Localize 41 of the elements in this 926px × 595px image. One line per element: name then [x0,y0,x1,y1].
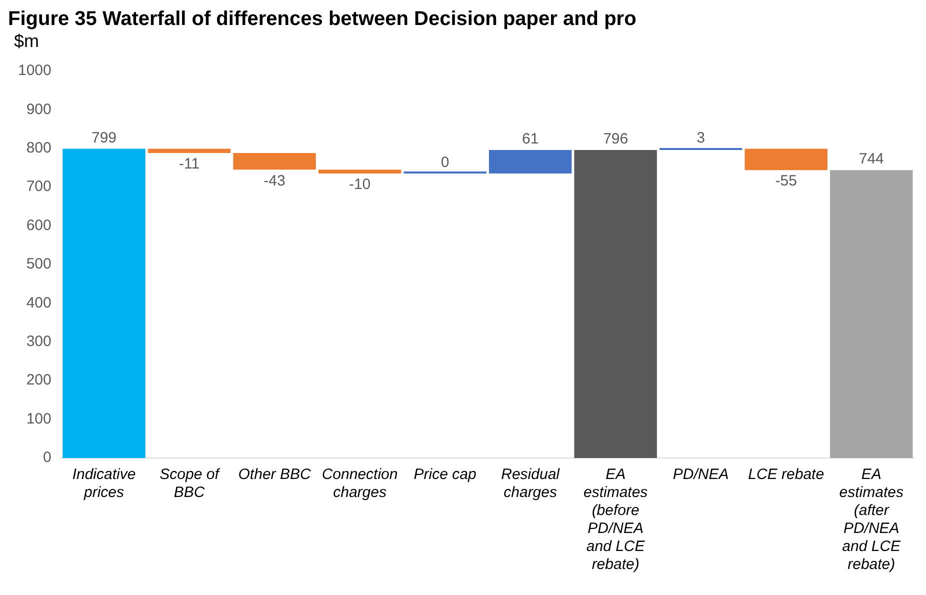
y-tick-label: 500 [26,256,52,273]
bar [318,170,402,174]
bar [233,153,316,170]
data-label: -10 [348,176,371,194]
bar [574,150,657,458]
x-tick-label: PD/NEA [672,466,729,484]
x-tick-label: EA estimates (after PD/NEA and LCE rebate) [839,466,904,574]
x-tick-label: Other BBC [238,466,311,484]
data-label: 799 [91,129,117,146]
bar [148,148,231,154]
data-label: -43 [264,172,286,190]
data-label: 0 [440,154,450,172]
x-tick-label: Connection charges [322,466,398,502]
y-tick-label: 100 [26,410,52,428]
y-tick-label: 900 [26,100,52,118]
data-label: -11 [178,156,200,173]
data-label: -55 [775,172,797,190]
y-tick-label: 400 [26,294,52,312]
y-tick-label: 200 [26,372,52,389]
chart-title: Figure 35 Waterfall of differences between Decision paper and pro [8,8,638,31]
y-tick-label: 700 [26,178,52,196]
y-tick-label: 600 [26,216,52,234]
bar [744,148,828,170]
bar [62,148,146,458]
data-label: 796 [603,130,628,148]
bar [488,150,572,174]
y-tick-label: 1000 [18,62,52,80]
y-axis-title: $m [14,31,40,52]
y-tick-label: 300 [26,333,52,350]
bar [830,170,913,458]
x-tick-label: Scope of BBC [160,466,221,502]
x-tick-label: Indicative prices [72,466,136,502]
data-label: 3 [696,129,706,146]
y-tick-label: 800 [26,140,52,157]
x-tick-label: Price cap [414,466,476,484]
x-tick-label: LCE rebate [748,466,824,484]
x-tick-label: Residual charges [501,466,560,502]
x-tick-label: EA estimates (before PD/NEA and LCE rebate) [583,466,648,574]
data-label: 61 [522,130,539,148]
y-tick-label: 0 [43,449,52,466]
data-label: 744 [858,150,884,168]
